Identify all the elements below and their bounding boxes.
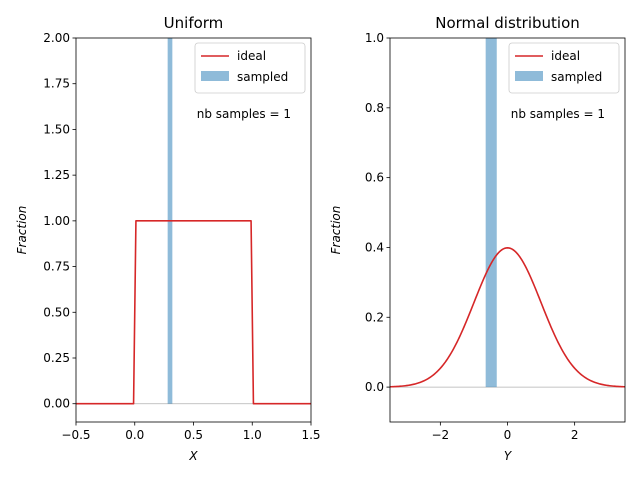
- ideal-line: [390, 247, 625, 388]
- legend-sampled-label: sampled: [551, 70, 602, 84]
- y-tick-label: 0.50: [43, 305, 70, 319]
- plot-area: [76, 38, 311, 405]
- legend-sampled-label: sampled: [237, 70, 288, 84]
- x-tick-label: 2: [571, 428, 579, 442]
- legend-sampled-swatch: [201, 71, 229, 81]
- x-axis-label: X: [188, 449, 198, 463]
- y-tick-label: 1.25: [43, 168, 70, 182]
- chart-title: Normal distribution: [435, 14, 580, 32]
- sampled-bar-0: [485, 38, 497, 388]
- y-tick-label: 0.2: [365, 310, 384, 324]
- y-tick-label: 0.75: [43, 260, 70, 274]
- y-tick-label: 0.0: [365, 380, 384, 394]
- x-tick-label: 1.5: [301, 428, 320, 442]
- y-axis-label: Fraction: [15, 206, 29, 255]
- normal-panel: −2 0 2 0.0 0.2 0.4 0.6 0.8 1.0 Normal distributio…: [329, 14, 626, 463]
- y-tick-label: 0.00: [43, 397, 70, 411]
- x-tick-label: 0: [504, 428, 512, 442]
- y-tick-label: 0.4: [365, 240, 384, 254]
- sample-count-annotation: nb samples = 1: [511, 107, 605, 121]
- x-tick-label: −0.5: [61, 428, 90, 442]
- legend-sampled-swatch: [515, 71, 543, 81]
- legend-ideal-label: ideal: [237, 49, 266, 63]
- uniform-panel: −0.5 0.0 0.5 1.0 1.5 0.00 0.25 0.50 0.75 1.00 1.25…: [15, 14, 321, 463]
- x-axis-label: Y: [504, 449, 513, 463]
- x-tick-label: 0.5: [184, 428, 203, 442]
- plot-area: [390, 38, 625, 388]
- y-tick-label: 1.0: [365, 31, 384, 45]
- ideal-line: [76, 220, 311, 405]
- legend: ideal sampled: [194, 42, 306, 94]
- x-tick-label: 0.0: [125, 428, 144, 442]
- sample-count-annotation: nb samples = 1: [197, 107, 291, 121]
- chart-title: Uniform: [164, 14, 224, 32]
- legend: ideal sampled: [508, 42, 620, 94]
- y-tick-label: 1.00: [43, 214, 70, 228]
- x-tick-label: 1.0: [243, 428, 262, 442]
- x-tick-label: −2: [432, 428, 450, 442]
- y-axis-label: Fraction: [329, 206, 343, 255]
- y-tick-label: 0.8: [365, 101, 384, 115]
- y-tick-label: 0.6: [365, 171, 384, 185]
- y-tick-label: 2.00: [43, 31, 70, 45]
- y-tick-label: 0.25: [43, 351, 70, 365]
- y-tick-label: 1.75: [43, 77, 70, 91]
- legend-ideal-label: ideal: [551, 49, 580, 63]
- y-tick-label: 1.50: [43, 122, 70, 136]
